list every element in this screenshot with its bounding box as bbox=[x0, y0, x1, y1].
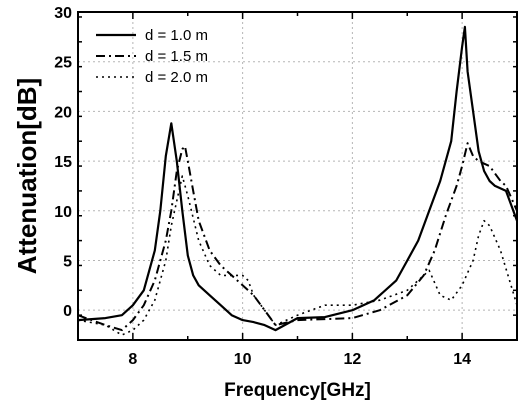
x-tick-label: 10 bbox=[234, 351, 252, 368]
y-axis-title: Attenuation[dB] bbox=[12, 78, 42, 274]
axis-ticks: 8 10 12 14 0 5 10 15 20 25 30 bbox=[54, 5, 518, 368]
y-tick-label: 10 bbox=[54, 204, 72, 221]
y-tick-label: 15 bbox=[54, 154, 72, 171]
legend-label: d = 2.0 m bbox=[145, 69, 208, 86]
legend: d = 1.0 m d = 1.5 m d = 2.0 m bbox=[96, 27, 208, 86]
y-tick-label: 25 bbox=[54, 55, 72, 72]
series-line bbox=[77, 142, 518, 332]
series-lines bbox=[77, 25, 519, 336]
series-line bbox=[77, 175, 518, 336]
y-tick-label: 20 bbox=[54, 104, 72, 121]
y-tick-label: 30 bbox=[54, 5, 72, 22]
x-tick-label: 8 bbox=[128, 351, 137, 368]
y-tick-label: 5 bbox=[63, 253, 72, 270]
x-axis-title: Frequency[GHz] bbox=[224, 380, 371, 401]
x-tick-label: 12 bbox=[343, 351, 361, 368]
y-tick-label: 0 bbox=[63, 303, 72, 320]
legend-label: d = 1.5 m bbox=[145, 48, 208, 65]
series-line bbox=[77, 25, 519, 332]
legend-label: d = 1.0 m bbox=[145, 27, 208, 44]
x-tick-label: 14 bbox=[453, 351, 471, 368]
